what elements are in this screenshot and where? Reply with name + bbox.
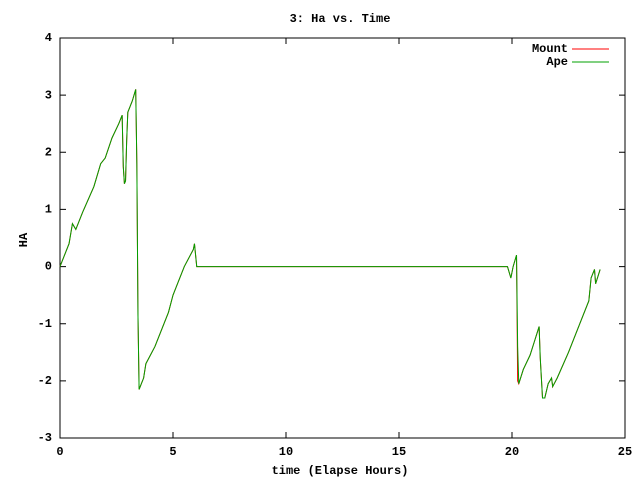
y-tick-label: 3 xyxy=(45,88,52,102)
series-line xyxy=(59,89,601,399)
y-tick-label: -3 xyxy=(38,431,52,445)
y-tick-label: 4 xyxy=(45,31,52,45)
x-axis-label: time (Elapse Hours) xyxy=(272,464,409,478)
x-tick-label: 25 xyxy=(618,445,632,459)
x-tick-label: 10 xyxy=(279,445,293,459)
y-tick-label: 2 xyxy=(45,145,52,159)
y-axis-label: HA xyxy=(17,232,31,247)
series-line xyxy=(59,89,601,399)
legend-label: Ape xyxy=(546,55,568,69)
y-tick-label: -1 xyxy=(38,317,52,331)
y-tick-label: 0 xyxy=(45,260,52,274)
y-tick-label: -2 xyxy=(38,374,52,388)
x-tick-label: 20 xyxy=(505,445,519,459)
y-tick-label: 1 xyxy=(45,203,52,217)
legend-label: Mount xyxy=(532,42,568,56)
chart-title: 3: Ha vs. Time xyxy=(290,12,391,26)
x-tick-label: 5 xyxy=(169,445,176,459)
plot-frame xyxy=(59,37,626,439)
x-tick-label: 0 xyxy=(56,445,63,459)
x-tick-label: 15 xyxy=(392,445,406,459)
